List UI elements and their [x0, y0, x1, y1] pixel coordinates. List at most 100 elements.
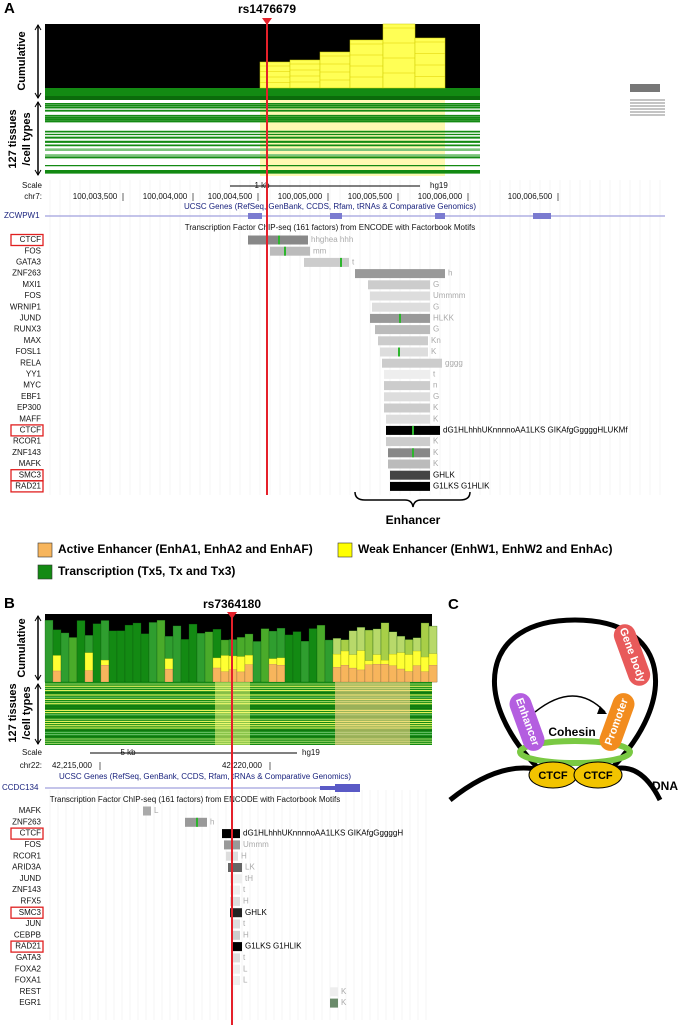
active-enh	[268, 664, 278, 683]
arrow-head	[597, 706, 607, 714]
panel-label: A	[4, 0, 15, 17]
dna-label: DNA	[652, 779, 678, 793]
active-enh	[164, 668, 174, 683]
heatmap-col	[108, 630, 118, 683]
position-label: 100,006,500	[508, 192, 553, 201]
motif-text: Kn	[431, 336, 441, 345]
factor-bar	[388, 459, 430, 469]
scale-span: 1 kb	[254, 181, 270, 190]
motif-text: h	[448, 269, 452, 278]
factor-name: ARID3A	[12, 863, 42, 872]
factor-name: RCOR1	[13, 851, 42, 860]
factor-highlight	[10, 940, 44, 953]
active-enh	[244, 664, 254, 683]
exon	[330, 213, 342, 219]
motif-text: H	[243, 930, 249, 939]
factor-bar	[384, 369, 430, 379]
motif-text: H	[241, 851, 247, 860]
active-enh	[404, 671, 414, 683]
factor-name: FOS	[25, 291, 41, 300]
position-label: 100,006,000	[418, 192, 463, 201]
factor-highlight	[10, 480, 44, 493]
heatmap-col	[300, 640, 310, 683]
heatmap-col	[116, 630, 126, 683]
motif-text: Ummm	[243, 840, 269, 849]
tf-track-title: Transcription Factor ChIP-seq (161 facto…	[185, 223, 475, 232]
factor-name: MXI1	[22, 280, 41, 289]
track-label: 127 tissues	[7, 109, 19, 168]
weak-enhancer-block	[259, 61, 291, 89]
factor-name: RAD21	[15, 942, 41, 951]
interaction-arrow	[534, 695, 606, 713]
legend-label: Active Enhancer (EnhA1, EnhA2 and EnhAF)	[58, 542, 313, 556]
heatmap-col	[148, 622, 158, 683]
active-enh	[356, 669, 366, 683]
factor-bar	[378, 336, 428, 346]
active-enh	[84, 670, 94, 683]
factor-bar	[368, 280, 430, 290]
factor-name: CTCF	[20, 235, 41, 244]
chrom: chr7:	[24, 192, 42, 201]
factor-bar	[370, 291, 430, 301]
active-enh	[412, 665, 422, 683]
motif-tick	[412, 448, 414, 458]
factor-name: ZNF263	[12, 817, 41, 826]
panel-label: C	[448, 596, 459, 613]
factor-bar	[232, 930, 240, 940]
factor-name: RAD21	[15, 482, 41, 491]
factor-name: CEBPB	[14, 930, 41, 939]
exon	[533, 213, 551, 219]
factor-bar	[386, 437, 430, 447]
motif-text: GHLK	[433, 470, 455, 479]
bracket-head	[34, 24, 42, 99]
motif-text: K	[341, 998, 347, 1007]
factor-name: MAFK	[19, 806, 42, 815]
active-enh	[428, 665, 438, 683]
heatmap-col	[188, 623, 198, 683]
factor-bar	[230, 885, 240, 895]
active-enh	[364, 664, 374, 683]
factor-bar	[232, 964, 240, 974]
exon	[320, 786, 335, 790]
factor-bar	[230, 908, 242, 918]
motif-text: K	[433, 437, 439, 446]
motif-text: L	[154, 806, 159, 815]
motif-tick	[399, 313, 401, 323]
active-enh	[340, 665, 350, 683]
enhancer-pill	[509, 693, 545, 751]
heatmap-col	[308, 628, 318, 683]
heatmap-col	[132, 622, 142, 683]
factor-name: EGR1	[19, 998, 41, 1007]
active-enh	[348, 667, 358, 683]
factor-name: CTCF	[20, 829, 41, 838]
active-enh	[276, 665, 286, 683]
factor-name: JUND	[20, 874, 42, 883]
motif-text: Ummmm	[433, 291, 466, 300]
motif-text: tH	[245, 874, 253, 883]
factor-bar	[375, 325, 430, 335]
motif-text: H	[243, 897, 249, 906]
heatmap-col	[324, 639, 334, 683]
motif-text: K	[433, 403, 439, 412]
motif-tick	[340, 257, 342, 267]
factor-bar	[390, 481, 430, 491]
tf-track-title: Transcription Factor ChIP-seq (161 facto…	[50, 795, 340, 804]
heatmap-green	[45, 88, 480, 96]
factor-bar	[270, 246, 310, 256]
heatmap-col	[156, 620, 166, 683]
heatmap-col	[316, 624, 326, 683]
bracket-head	[34, 683, 42, 745]
gene-name: ZCWPW1	[4, 211, 40, 220]
enhancer-brace	[354, 491, 471, 508]
track-label: 127 tissues	[7, 683, 19, 742]
weak-enhancer-block	[382, 23, 416, 89]
promoter-pill	[599, 693, 635, 751]
motif-text: gggg	[445, 358, 463, 367]
dna-loop	[492, 617, 658, 772]
factor-name: WRNIP1	[10, 302, 42, 311]
heatmap-col	[252, 641, 262, 683]
position-label: 100,004,500	[208, 192, 253, 201]
ctcf-label: CTCF	[538, 770, 568, 782]
cohesin-ring	[517, 738, 633, 766]
active-enh	[332, 667, 342, 683]
